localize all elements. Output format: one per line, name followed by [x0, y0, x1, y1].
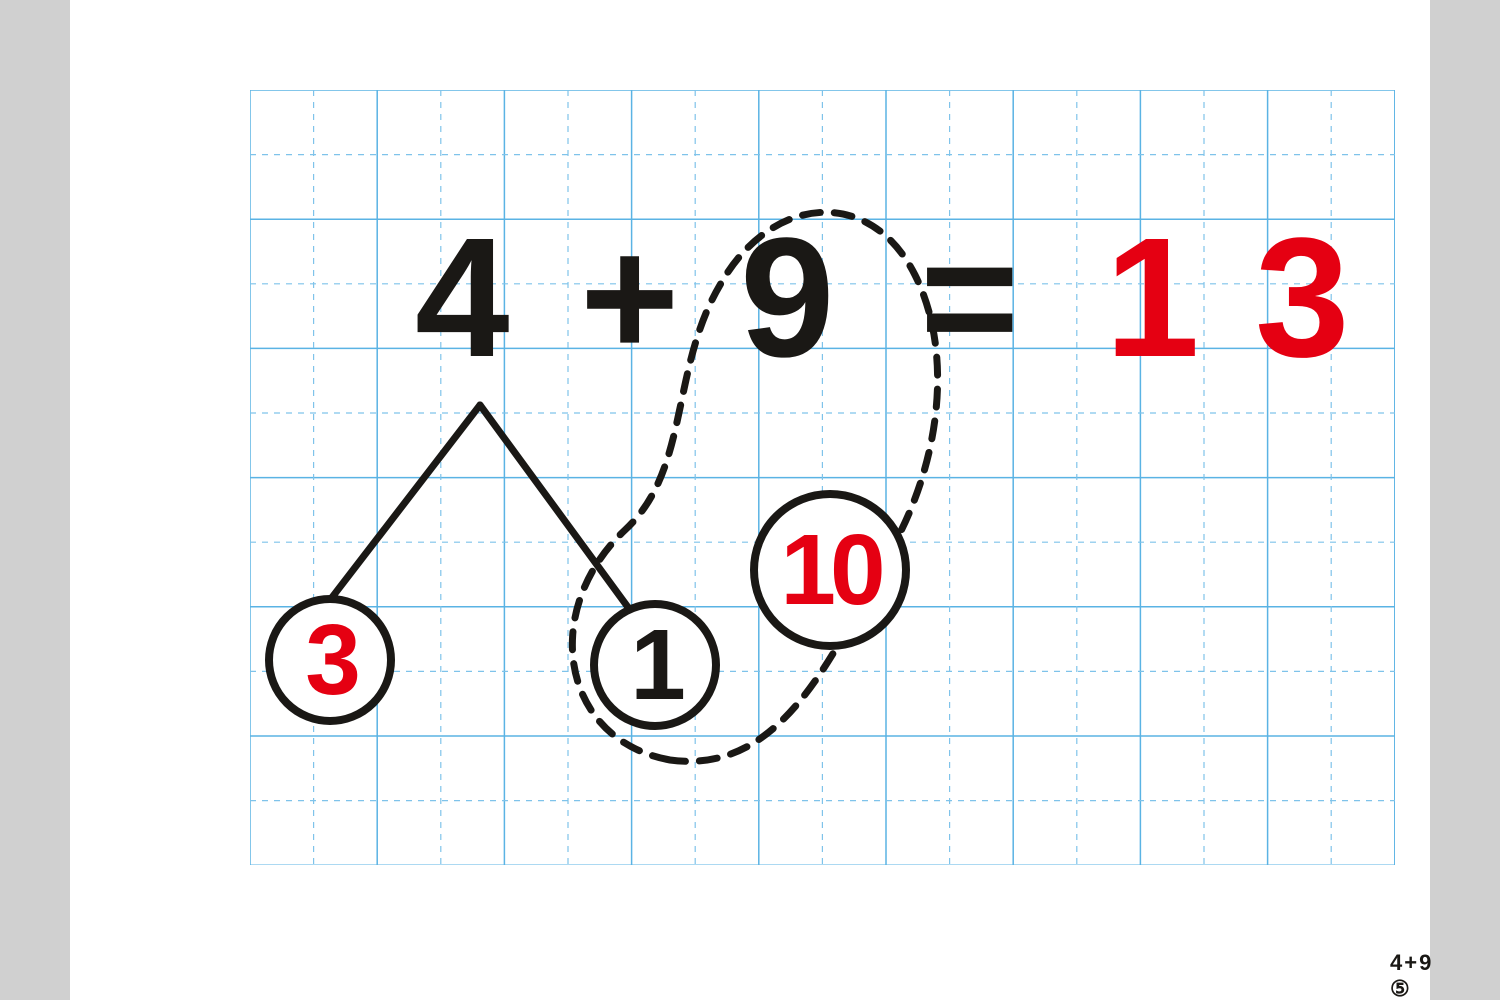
page-background: 4+9=13 3110 4+9 ⑤ [0, 0, 1500, 1000]
equation-part-5: 3 [1255, 200, 1354, 396]
equation-part-3: = [920, 200, 1023, 396]
equation-part-2: 9 [740, 200, 839, 396]
equation-part-4: 1 [1105, 200, 1204, 396]
circle-3-label: 3 [305, 610, 355, 710]
branch-right [480, 405, 630, 610]
circle-1: 1 [590, 600, 720, 730]
page: 4+9=13 3110 4+9 ⑤ [70, 0, 1430, 1000]
circle-10: 10 [750, 490, 910, 650]
diagram-overlay [70, 0, 1430, 1000]
circle-1-label: 1 [630, 615, 680, 715]
equation-part-0: 4 [415, 200, 514, 396]
equation-part-1: + [580, 200, 683, 396]
footer-label: 4+9 ⑤ [1390, 950, 1433, 1002]
circle-3: 3 [265, 595, 395, 725]
circle-10-label: 10 [780, 520, 879, 620]
branch-left [330, 405, 480, 600]
